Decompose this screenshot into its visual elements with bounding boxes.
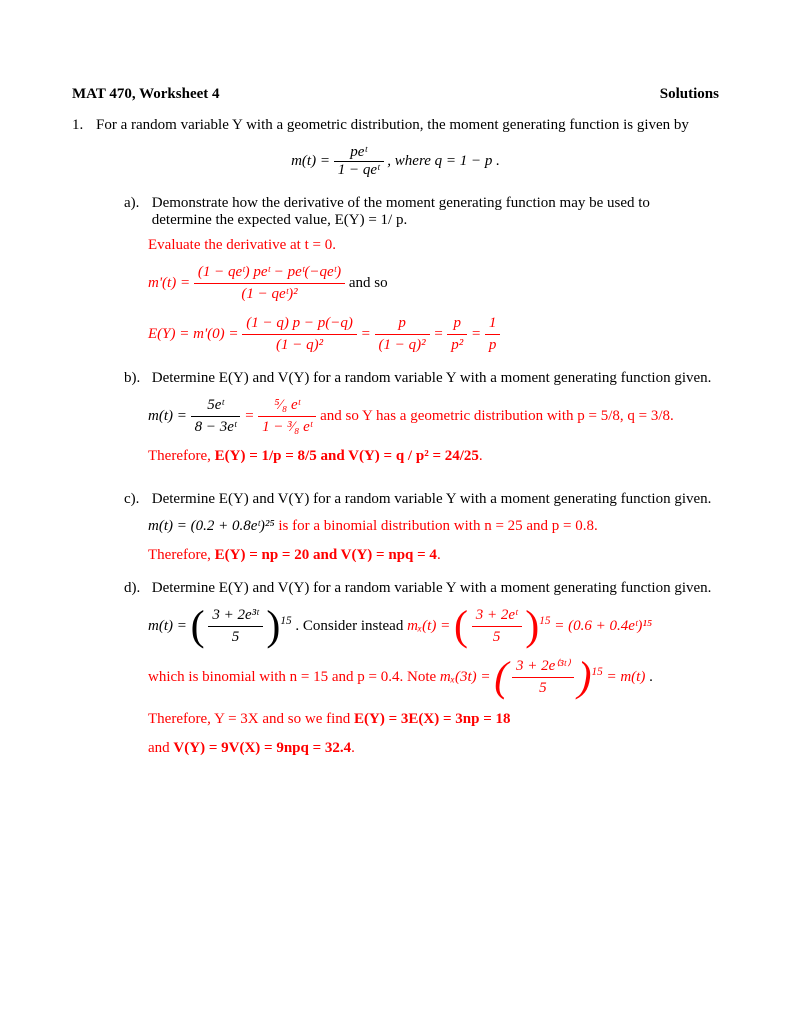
question-text: For a random variable Y with a geometric… bbox=[96, 117, 719, 134]
part-b-text: Determine E(Y) and V(Y) for a random var… bbox=[152, 370, 712, 387]
part-c-text: Determine E(Y) and V(Y) for a random var… bbox=[152, 491, 712, 508]
course-title: MAT 470, Worksheet 4 bbox=[72, 86, 220, 103]
part-c: c). Determine E(Y) and V(Y) for a random… bbox=[124, 491, 719, 508]
part-a-text: Demonstrate how the derivative of the mo… bbox=[152, 195, 712, 229]
part-a-label: a). bbox=[124, 195, 148, 212]
main-formula: m(t) = peᵗ 1 − qeᵗ , where q = 1 − p . bbox=[72, 144, 719, 179]
part-d-line-2: which is binomial with n = 15 and p = 0.… bbox=[148, 656, 719, 699]
part-d-label: d). bbox=[124, 580, 148, 597]
part-d-formula-1: m(t) = ( 3 + 2e³ᵗ 5 )15 . Consider inste… bbox=[148, 605, 719, 648]
part-c-result: Therefore, E(Y) = np = 20 and V(Y) = npq… bbox=[148, 545, 719, 566]
part-a: a). Demonstrate how the derivative of th… bbox=[124, 195, 719, 229]
solutions-label: Solutions bbox=[660, 86, 719, 103]
part-b-result: Therefore, E(Y) = 1/p = 8/5 and V(Y) = q… bbox=[148, 446, 719, 467]
part-d: d). Determine E(Y) and V(Y) for a random… bbox=[124, 580, 719, 597]
part-d-result-2: and V(Y) = 9V(X) = 9npq = 32.4. bbox=[148, 738, 719, 759]
part-d-text: Determine E(Y) and V(Y) for a random var… bbox=[152, 580, 712, 597]
part-b-label: b). bbox=[124, 370, 148, 387]
part-a-expected-value: E(Y) = m'(0) = (1 − q) p − p(−q) (1 − q)… bbox=[148, 313, 719, 356]
part-a-solution-intro: Evaluate the derivative at t = 0. bbox=[148, 237, 719, 254]
worksheet-page: MAT 470, Worksheet 4 Solutions 1. For a … bbox=[0, 0, 791, 807]
page-header: MAT 470, Worksheet 4 Solutions bbox=[72, 86, 719, 103]
question-1: 1. For a random variable Y with a geomet… bbox=[72, 117, 719, 134]
question-number: 1. bbox=[72, 117, 96, 134]
part-c-formula: m(t) = (0.2 + 0.8eᵗ)²⁵ is for a binomial… bbox=[148, 516, 719, 537]
part-d-result-1: Therefore, Y = 3X and so we find E(Y) = … bbox=[148, 709, 719, 730]
part-b: b). Determine E(Y) and V(Y) for a random… bbox=[124, 370, 719, 387]
part-b-formula: m(t) = 5eᵗ 8 − 3eᵗ = ⁵⁄₈ eᵗ 1 − ³⁄₈ eᵗ a… bbox=[148, 395, 719, 438]
part-c-label: c). bbox=[124, 491, 148, 508]
part-a-derivative: m'(t) = (1 − qeᵗ) peᵗ − peᵗ(−qeᵗ) (1 − q… bbox=[148, 262, 719, 305]
